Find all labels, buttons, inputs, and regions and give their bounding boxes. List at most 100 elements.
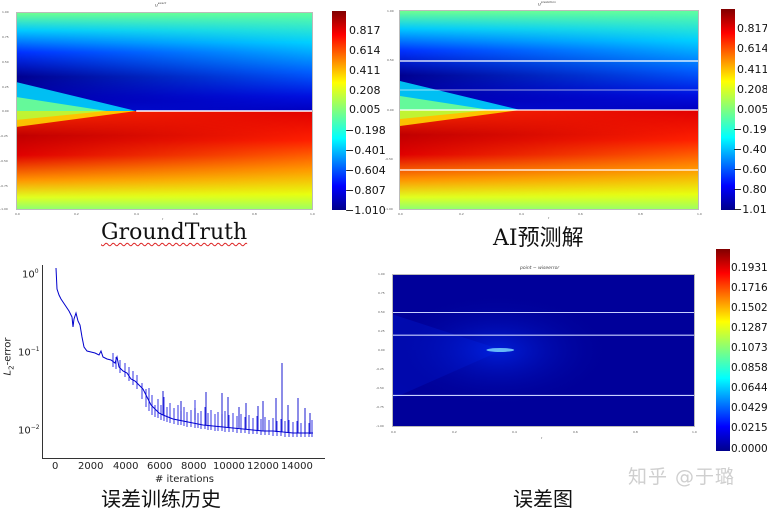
x-tick: 14000 — [281, 461, 313, 472]
colorbar-tick: 0.0000 — [731, 443, 767, 455]
x-tick: 0.0 — [391, 430, 396, 434]
y-tick: 10−1 — [18, 346, 40, 359]
y-tick: -0.75 — [0, 184, 8, 188]
error-caption: 误差图 — [513, 487, 573, 511]
x-tick: 0.4 — [134, 212, 139, 216]
y-tick: -1.00 — [385, 207, 393, 211]
watermark: 知乎 @于璐 — [628, 466, 736, 488]
colorbar-tick: 0.411 — [737, 63, 767, 76]
colorbar-tick: 0.1716 — [731, 282, 767, 294]
ground-truth-heatmap — [16, 12, 313, 210]
y-tick: 0.50 — [2, 60, 9, 64]
x-axis-label: t — [548, 216, 550, 220]
x-tick: 0.4 — [512, 430, 517, 434]
x-axis-label: # iterations — [155, 474, 215, 485]
y-tick: 1.00 — [378, 272, 385, 276]
colorbar-tick: −0.198 — [733, 123, 767, 136]
error-colorbar — [716, 249, 730, 451]
y-tick: 0.00 — [2, 109, 9, 113]
loss-line-plot — [55, 267, 313, 437]
ground-truth-caption: GroundTruth — [101, 220, 248, 245]
y-tick: 0.00 — [378, 348, 385, 352]
y-tick: -0.50 — [385, 157, 393, 161]
colorbar-tick: 0.0858 — [731, 362, 767, 374]
y-tick: 0.25 — [2, 85, 9, 89]
y-tick: 100 — [22, 268, 39, 281]
x-tick: 6000 — [147, 461, 173, 472]
colorbar-tick: −0.604 — [733, 163, 767, 176]
y-tick: 0.75 — [2, 35, 9, 39]
colorbar-tick: 0.1073 — [731, 342, 767, 354]
y-tick: -0.25 — [376, 367, 384, 371]
colorbar-tick: −1.010 — [345, 204, 386, 217]
colorbar-tick: 0.1502 — [731, 302, 767, 314]
loss-axes — [42, 265, 325, 459]
x-tick: 0.8 — [252, 212, 257, 216]
colorbar-tick: −0.198 — [345, 124, 386, 137]
x-tick: 10000 — [213, 461, 245, 472]
colorbar-tick: 0.208 — [737, 83, 767, 96]
colorbar-tick: −0.807 — [345, 184, 386, 197]
colorbar-tick: −0.401 — [733, 143, 767, 156]
x-tick: 0.8 — [633, 430, 638, 434]
ground-truth-colorbar — [332, 11, 346, 210]
colorbar-tick: 0.005 — [349, 103, 381, 116]
colorbar-tick: 0.411 — [349, 64, 381, 77]
y-tick: -0.50 — [376, 386, 384, 390]
x-tick: 0.6 — [578, 212, 583, 216]
y-tick: -1.00 — [0, 207, 8, 211]
x-tick: 0.0 — [398, 212, 403, 216]
prediction-heatmap — [399, 10, 699, 210]
y-tick: -0.25 — [0, 134, 8, 138]
colorbar-tick: 0.0644 — [731, 382, 767, 394]
x-tick: 1.0 — [692, 430, 697, 434]
colorbar-tick: 0.0429 — [731, 402, 767, 414]
prediction-colorbar — [721, 9, 735, 210]
x-tick: 4000 — [113, 461, 139, 472]
colorbar-tick: 0.817 — [737, 22, 767, 35]
y-tick: 0.50 — [387, 58, 394, 62]
error-heatmap — [392, 274, 695, 427]
x-tick: 12000 — [247, 461, 279, 472]
colorbar-tick: −0.604 — [345, 164, 386, 177]
ground-truth-title: uexact — [155, 1, 167, 9]
loss-caption: 误差训练历史 — [101, 487, 221, 511]
x-tick: 0.0 — [15, 212, 20, 216]
colorbar-tick: 0.0215 — [731, 422, 767, 434]
y-tick: 1.00 — [387, 9, 394, 13]
y-tick: -0.75 — [376, 405, 384, 409]
y-tick: 0.75 — [378, 291, 385, 295]
error-title: point − wiseerror — [520, 266, 560, 271]
x-tick: 2000 — [78, 461, 104, 472]
y-tick: 0.00 — [387, 108, 394, 112]
x-tick: 0.2 — [452, 430, 457, 434]
x-tick: 0.2 — [74, 212, 79, 216]
prediction-caption: AI预测解 — [493, 226, 584, 251]
x-tick: 0.4 — [519, 212, 524, 216]
y-tick: -1.00 — [376, 424, 384, 428]
x-tick: 0 — [52, 461, 59, 472]
prediction-title: uprediction — [538, 0, 556, 8]
x-tick: 1.0 — [310, 212, 315, 216]
y-tick: -0.50 — [0, 159, 8, 163]
colorbar-tick: −0.401 — [345, 144, 386, 157]
colorbar-tick: 0.208 — [349, 84, 381, 97]
colorbar-tick: −0.807 — [733, 183, 767, 196]
x-tick: 0.6 — [573, 430, 578, 434]
x-axis-label: t — [541, 436, 543, 440]
colorbar-tick: 0.614 — [737, 42, 767, 55]
y-tick: 0.25 — [378, 329, 385, 333]
x-tick: 0.6 — [193, 212, 198, 216]
colorbar-tick: −1.010 — [733, 203, 767, 216]
colorbar-tick: 0.1287 — [731, 322, 767, 334]
y-tick: 0.50 — [378, 310, 385, 314]
colorbar-tick: 0.005 — [737, 103, 767, 116]
x-tick: 8000 — [181, 461, 207, 472]
y-tick: 1.00 — [2, 10, 9, 14]
y-tick: 10−2 — [18, 424, 40, 437]
x-axis-label: t — [162, 217, 164, 221]
colorbar-tick: 0.614 — [349, 44, 381, 57]
x-tick: 1.0 — [697, 212, 702, 216]
x-tick: 0.2 — [459, 212, 464, 216]
x-tick: 0.8 — [638, 212, 643, 216]
